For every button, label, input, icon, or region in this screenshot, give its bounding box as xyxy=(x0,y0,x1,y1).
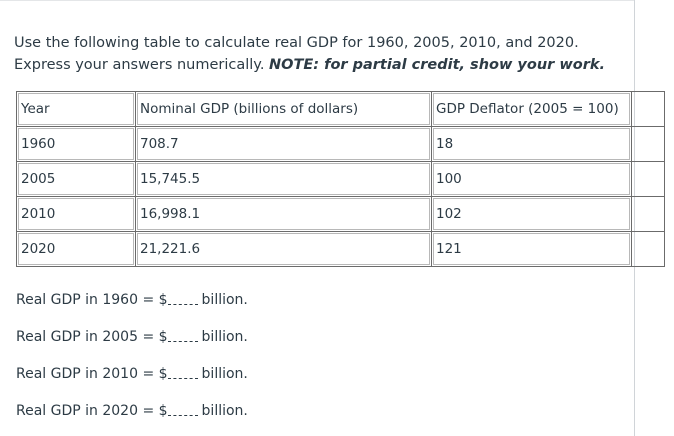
instructions: Use the following table to calculate rea… xyxy=(14,32,605,76)
cell-year: 1960 xyxy=(16,126,136,162)
answer-prefix: Real GDP in 2005 = $ xyxy=(16,329,168,345)
instructions-line-2: Express your answers numerically. NOTE: … xyxy=(14,54,605,76)
cell-gdp-deflator-value: 121 xyxy=(433,233,630,265)
header-nominal-gdp-label: Nominal GDP (billions of dollars) xyxy=(137,93,430,125)
cell-extra xyxy=(631,126,665,162)
cell-year-value: 2020 xyxy=(18,233,134,265)
gdp-table: Year Nominal GDP (billions of dollars) G… xyxy=(16,91,665,267)
answer-2005: Real GDP in 2005 = $ billion. xyxy=(16,326,248,363)
cell-year: 2010 xyxy=(16,196,136,232)
cell-nominal-gdp-value: 21,221.6 xyxy=(137,233,430,265)
cell-extra xyxy=(631,231,665,267)
cell-nominal-gdp-value: 708.7 xyxy=(137,128,430,160)
table-row: 2005 15,745.5 100 xyxy=(16,161,665,197)
cell-year: 2020 xyxy=(16,231,136,267)
cell-year-value: 2010 xyxy=(18,198,134,230)
answer-blank-2005[interactable] xyxy=(167,326,198,342)
cell-year-value: 2005 xyxy=(18,163,134,195)
answer-prefix: Real GDP in 1960 = $ xyxy=(16,292,168,308)
top-divider xyxy=(0,0,634,1)
table-header-row: Year Nominal GDP (billions of dollars) G… xyxy=(16,91,665,127)
table-row: 2010 16,998.1 102 xyxy=(16,196,665,232)
answer-suffix: billion. xyxy=(201,366,248,382)
cell-gdp-deflator-value: 18 xyxy=(433,128,630,160)
cell-year-value: 1960 xyxy=(18,128,134,160)
answer-suffix: billion. xyxy=(201,403,248,419)
cell-extra xyxy=(631,196,665,232)
cell-nominal-gdp: 21,221.6 xyxy=(135,231,432,267)
header-nominal-gdp: Nominal GDP (billions of dollars) xyxy=(135,91,432,127)
cell-gdp-deflator-value: 100 xyxy=(433,163,630,195)
answer-blank-2020[interactable] xyxy=(167,400,198,416)
answer-prefix: Real GDP in 2010 = $ xyxy=(16,366,168,382)
answer-2020: Real GDP in 2020 = $ billion. xyxy=(16,400,248,436)
header-year: Year xyxy=(16,91,136,127)
header-gdp-deflator-label: GDP Deflator (2005 = 100) xyxy=(433,93,630,125)
table-row: 2020 21,221.6 121 xyxy=(16,231,665,267)
cell-nominal-gdp-value: 16,998.1 xyxy=(137,198,430,230)
cell-extra xyxy=(631,161,665,197)
cell-gdp-deflator: 18 xyxy=(431,126,632,162)
cell-nominal-gdp: 16,998.1 xyxy=(135,196,432,232)
answer-suffix: billion. xyxy=(201,329,248,345)
cell-year: 2005 xyxy=(16,161,136,197)
cell-gdp-deflator: 100 xyxy=(431,161,632,197)
instructions-line-1: Use the following table to calculate rea… xyxy=(14,35,579,51)
header-year-label: Year xyxy=(18,93,134,125)
answer-list: Real GDP in 1960 = $ billion. Real GDP in… xyxy=(16,289,248,436)
answer-blank-2010[interactable] xyxy=(167,363,198,379)
cell-gdp-deflator-value: 102 xyxy=(433,198,630,230)
table-row: 1960 708.7 18 xyxy=(16,126,665,162)
instructions-note: NOTE: for partial credit, show your work… xyxy=(269,57,606,73)
header-extra-cell xyxy=(631,91,665,127)
answer-prefix: Real GDP in 2020 = $ xyxy=(16,403,168,419)
cell-nominal-gdp: 708.7 xyxy=(135,126,432,162)
instructions-line-2-text: Express your answers numerically. xyxy=(14,57,270,73)
answer-blank-1960[interactable] xyxy=(167,289,198,305)
cell-nominal-gdp-value: 15,745.5 xyxy=(137,163,430,195)
cell-gdp-deflator: 121 xyxy=(431,231,632,267)
cell-nominal-gdp: 15,745.5 xyxy=(135,161,432,197)
answer-1960: Real GDP in 1960 = $ billion. xyxy=(16,289,248,326)
answer-2010: Real GDP in 2010 = $ billion. xyxy=(16,363,248,400)
answer-suffix: billion. xyxy=(201,292,248,308)
cell-gdp-deflator: 102 xyxy=(431,196,632,232)
header-gdp-deflator: GDP Deflator (2005 = 100) xyxy=(431,91,632,127)
